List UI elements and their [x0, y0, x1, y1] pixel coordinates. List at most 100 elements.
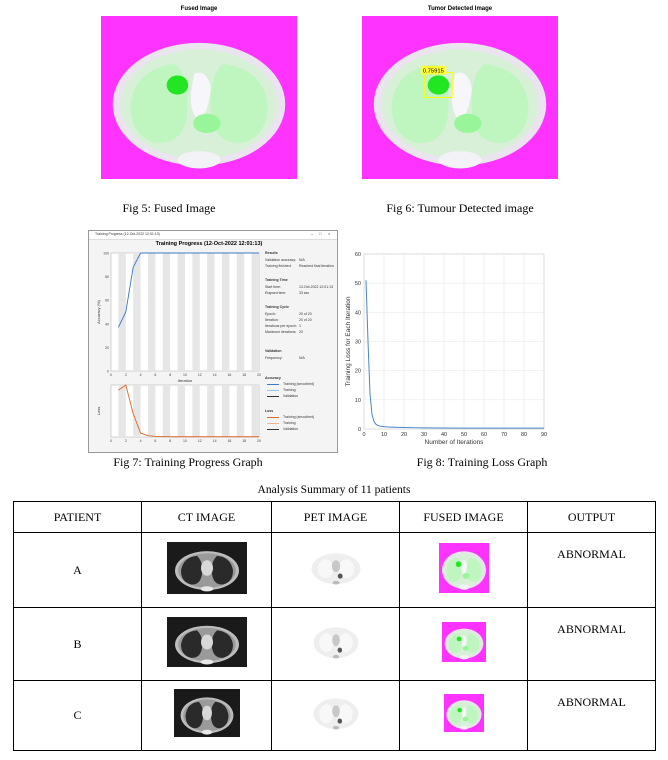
training-progress-window: Training Progress (12-Oct-2022 12:01:13)…	[88, 230, 338, 453]
acc-legend-training: Training	[283, 388, 296, 392]
loss-plot-x-tick-label: 4	[140, 439, 142, 443]
fused-scan-thumb	[438, 543, 489, 594]
loss-plot-x-tick-label: 0	[110, 439, 112, 443]
loss-plot-x-tick-label: 12	[198, 439, 202, 443]
accuracy-plot-x-tick-label: 16	[227, 373, 231, 377]
accuracy-plot-epoch-band	[148, 253, 156, 371]
fig6-title: Tumor Detected Image	[427, 6, 493, 12]
acc-legend-smoothed: Training (smoothed)	[283, 382, 315, 386]
accuracy-plot-y-tick-label: 80	[105, 275, 109, 279]
accuracy-plot-epoch-band	[118, 253, 126, 371]
loss-plot-x-tick-label: 8	[169, 439, 171, 443]
accuracy-plot-x-tick-label: 8	[169, 373, 171, 377]
window-minimize-icon[interactable]: –	[311, 231, 314, 236]
loss-series-line	[365, 280, 544, 429]
plot-title: Training Progress (12-Oct-2022 12:01:13)	[155, 241, 263, 247]
loss-plot-epoch-band	[133, 385, 141, 437]
fused-scan-thumb	[441, 622, 486, 663]
loss-plot-x-tick-label: 10	[183, 439, 187, 443]
train-finished-label: Training finished:	[265, 264, 292, 268]
patient-cell: C	[13, 679, 142, 752]
loss-legend-smoothed: Training (smoothed)	[283, 415, 315, 419]
loss-plot-epoch-band	[148, 385, 156, 437]
loss-legend-heading: Loss	[265, 409, 274, 413]
table-title: Analysis Summary of 11 patients	[257, 484, 411, 496]
training-progress-plots: 0 2 4 6 8 10 12 14 16 18 20 0 20 40 60 80 100 Accuracy (%…	[96, 252, 261, 444]
freq-value: N/A	[299, 356, 305, 360]
x-tick-label: 80	[521, 432, 527, 438]
fig5-image: Fused Image	[101, 6, 297, 179]
pet-scan-image	[303, 691, 368, 736]
ct-scan-image	[173, 689, 240, 738]
window-maximize-icon[interactable]: □	[319, 231, 322, 236]
loss-legend-validation-swatch	[267, 429, 279, 430]
y-tick-label: 50	[355, 281, 361, 287]
window-titlebar: Training Progress (12-Oct-2022 12:01:13)…	[89, 231, 337, 240]
results-heading: Results	[265, 251, 278, 255]
patient-cell: B	[13, 607, 142, 681]
loss-plot-y-axis-label: Loss	[96, 407, 101, 415]
fig6-image: Tumor Detected Image 0.75915	[362, 6, 558, 179]
loss-plot-epoch-band	[162, 385, 171, 437]
table-row: B ABNORMAL	[13, 607, 656, 681]
pet-image-cell	[271, 679, 400, 752]
output-cell: ABNORMAL	[527, 679, 656, 752]
ct-scan-image	[166, 542, 247, 595]
accuracy-plot-x-axis-label: Iteration	[178, 378, 192, 383]
time-heading: Training Time	[265, 278, 288, 282]
accuracy-plot-epoch-band	[236, 253, 245, 371]
loss-legend-training-swatch	[267, 423, 279, 424]
train-finished-value: Reached final iteration	[299, 264, 334, 268]
pet-scan-image	[300, 546, 371, 591]
fused-scan-image	[101, 16, 297, 179]
ipe-value: 1	[299, 324, 301, 328]
start-value: 12-Oct-2022 12:01:13	[299, 285, 334, 289]
header-ct-image: CT IMAGE	[141, 501, 272, 533]
table-row: A ABNORMAL	[13, 531, 656, 609]
acc-legend-validation: Validation	[283, 394, 299, 398]
loss-plot-x-tick-label: 2	[125, 439, 127, 443]
x-tick-label: 70	[501, 432, 507, 438]
loss-plot-smoothed-line	[118, 384, 259, 438]
accuracy-plot-y-tick-label: 100	[103, 252, 109, 256]
y-tick-label: 40	[355, 310, 361, 316]
loss-plot-epoch-band	[222, 385, 230, 437]
accuracy-plot-y-tick-label: 60	[105, 299, 109, 303]
x-tick-label: 0	[362, 432, 365, 438]
y-axis-label: Training Loss for Each Iteration	[345, 296, 352, 386]
ct-scan-image	[166, 617, 247, 668]
fig5-caption: Fig 5: Fused Image	[122, 201, 216, 215]
accuracy-plot-epoch-band	[251, 253, 259, 371]
accuracy-plot-epoch-band	[192, 253, 200, 371]
analysis-summary-table: PATIENT CT IMAGE PET IMAGE FUSED IMAGE O…	[13, 501, 656, 752]
fig8-caption: Fig 8: Training Loss Graph	[416, 455, 548, 469]
window-close-icon[interactable]: ×	[328, 231, 331, 236]
cycle-heading: Training Cycle	[265, 305, 289, 309]
loss-plot-epoch-band	[236, 385, 245, 437]
detection-score-label: 0.75915	[423, 69, 444, 75]
header-fused-image: FUSED IMAGE	[399, 501, 528, 533]
loss-legend-validation: Validation	[283, 427, 299, 431]
accuracy-plot-y-tick-label: 0	[107, 370, 109, 374]
x-tick-label: 50	[461, 432, 467, 438]
val-acc-value: N/A	[299, 258, 305, 262]
fused-image-cell	[399, 531, 528, 609]
acc-legend-training-swatch	[267, 390, 279, 391]
fig6-caption: Fig 6: Tumour Detected image	[386, 201, 534, 215]
table-row: C ABNORMAL	[13, 679, 656, 752]
info-panel: Results Validation accuracy: N/A Trainin…	[265, 251, 335, 451]
start-label: Start time:	[265, 285, 281, 289]
epoch-value: 20 of 20	[299, 312, 312, 316]
output-cell: ABNORMAL	[527, 531, 656, 609]
loss-legend-smoothed-swatch	[267, 417, 279, 418]
maxit-value: 20	[299, 330, 303, 334]
accuracy-plot-epoch-band	[207, 253, 215, 371]
validation-heading: Validation	[265, 349, 282, 353]
x-tick-label: 10	[381, 432, 387, 438]
y-tick-label: 30	[355, 340, 361, 346]
fused-image-cell	[399, 607, 528, 681]
header-output: OUTPUT	[527, 501, 656, 533]
pet-scan-image	[303, 620, 368, 665]
header-patient: PATIENT	[13, 501, 142, 533]
x-tick-label: 30	[421, 432, 427, 438]
